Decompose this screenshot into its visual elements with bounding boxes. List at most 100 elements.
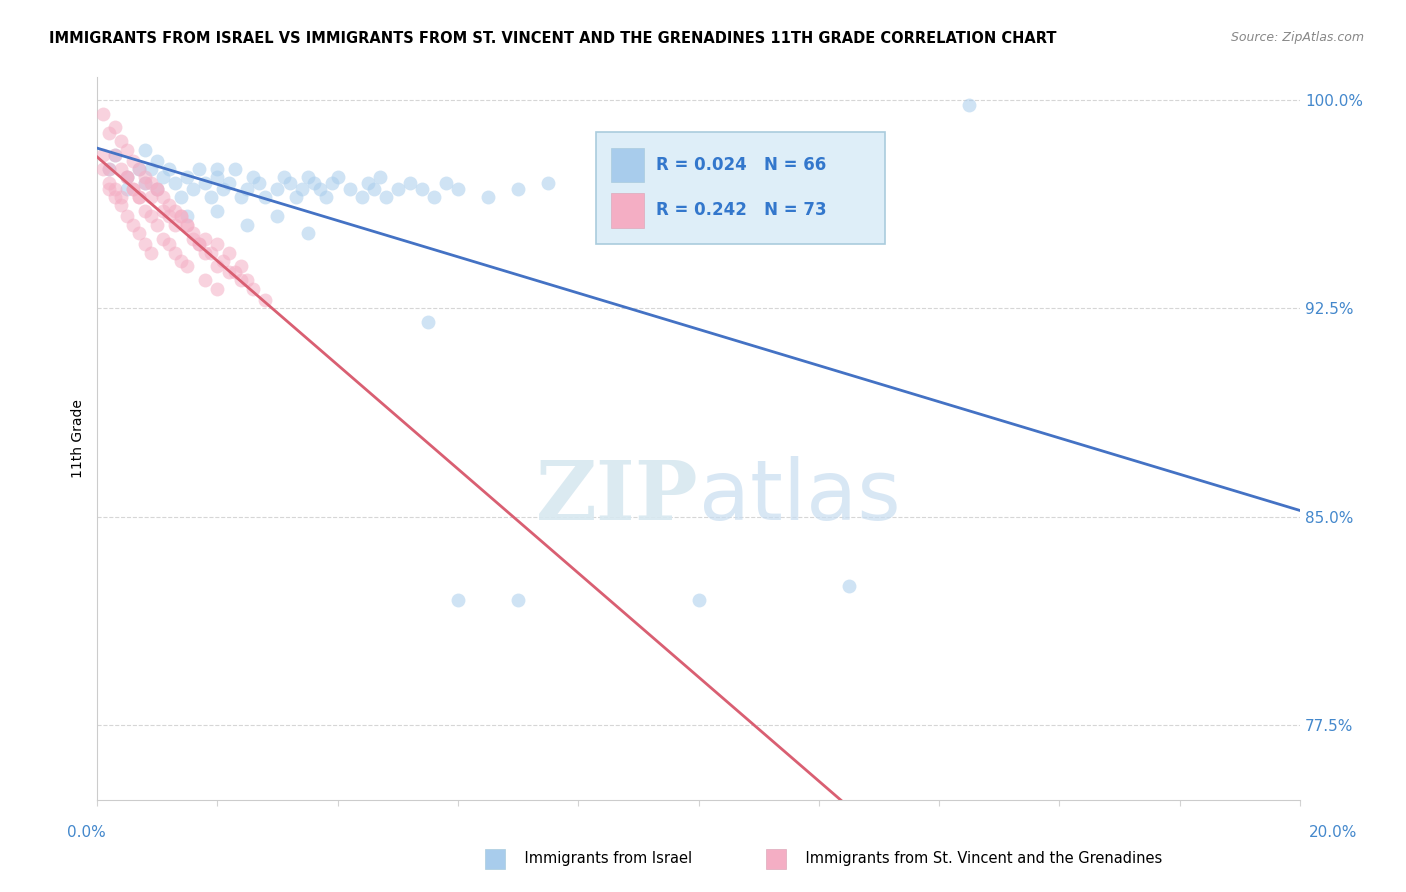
Point [207,170,229,185]
Point [477,190,499,204]
Bar [610,193,644,227]
Point [273,170,295,185]
Point [423,190,446,204]
Point [506,593,529,607]
Point [176,218,198,232]
Point [146,181,169,195]
Y-axis label: 11th Grade: 11th Grade [72,400,86,478]
Point [98,162,121,177]
Point [194,176,217,190]
Point [98,181,121,195]
Point [104,120,127,135]
Point [188,162,211,177]
Point [447,181,470,195]
Point [176,170,198,185]
Point [170,210,193,224]
Point [98,176,121,190]
Point [416,315,439,329]
Point [104,148,127,162]
Point [181,181,204,195]
Point [176,210,198,224]
Point [115,170,138,185]
Point [315,190,337,204]
Point [157,198,180,212]
Bar [610,147,644,182]
Text: R = 0.024   N = 66: R = 0.024 N = 66 [657,156,827,174]
Point [207,260,229,274]
Point [290,181,312,195]
Point [181,232,204,246]
Point [188,237,211,252]
Text: Immigrants from St. Vincent and the Grenadines: Immigrants from St. Vincent and the Gren… [787,851,1163,865]
Point [157,162,180,177]
Point [357,176,380,190]
Point [157,210,180,224]
Point [128,162,150,177]
FancyBboxPatch shape [596,132,884,244]
Point [91,162,114,177]
Point [134,176,156,190]
Text: Source: ZipAtlas.com: Source: ZipAtlas.com [1230,31,1364,45]
Point [128,190,150,204]
Point [91,106,114,120]
Point [104,190,127,204]
Point [688,593,710,607]
Text: R = 0.242   N = 73: R = 0.242 N = 73 [657,202,827,219]
Point [141,210,163,224]
Point [200,190,222,204]
Point [176,218,198,232]
Point [134,176,156,190]
Point [152,170,174,185]
Point [254,293,277,307]
Point [434,176,457,190]
Text: IMMIGRANTS FROM ISRAEL VS IMMIGRANTS FROM ST. VINCENT AND THE GRENADINES 11TH GR: IMMIGRANTS FROM ISRAEL VS IMMIGRANTS FRO… [49,31,1057,46]
Text: ZIP: ZIP [536,457,699,537]
Point [368,170,391,185]
Point [266,210,288,224]
Point [350,190,373,204]
Point [242,282,264,296]
Point [302,176,325,190]
Point [218,265,240,279]
Point [194,273,217,287]
Point [146,181,169,195]
Point [128,162,150,177]
Point [297,170,319,185]
Point [152,232,174,246]
Point [188,237,211,252]
Point [122,153,145,168]
Point [110,162,132,177]
Point [194,232,217,246]
Point [98,126,121,140]
Point [165,245,187,260]
Point [242,170,264,185]
Point [115,143,138,157]
Point [165,176,187,190]
Point [146,181,169,195]
Text: 20.0%: 20.0% [1309,825,1357,840]
Point [398,176,420,190]
Point [224,265,246,279]
Point [218,176,240,190]
Point [157,237,180,252]
Text: 0.0%: 0.0% [67,825,107,840]
Point [957,98,980,112]
Point [115,170,138,185]
Point [146,218,169,232]
Text: Immigrants from Israel: Immigrants from Israel [506,851,692,865]
Point [207,203,229,218]
Point [231,190,253,204]
Point [181,226,204,240]
Point [134,143,156,157]
Point [212,253,235,268]
Point [447,593,470,607]
Point [141,190,163,204]
Point [194,245,217,260]
Point [110,190,132,204]
Point [152,203,174,218]
Point [838,579,860,593]
Point [284,190,307,204]
Point [236,273,259,287]
Point [363,181,385,195]
Point [98,162,121,177]
